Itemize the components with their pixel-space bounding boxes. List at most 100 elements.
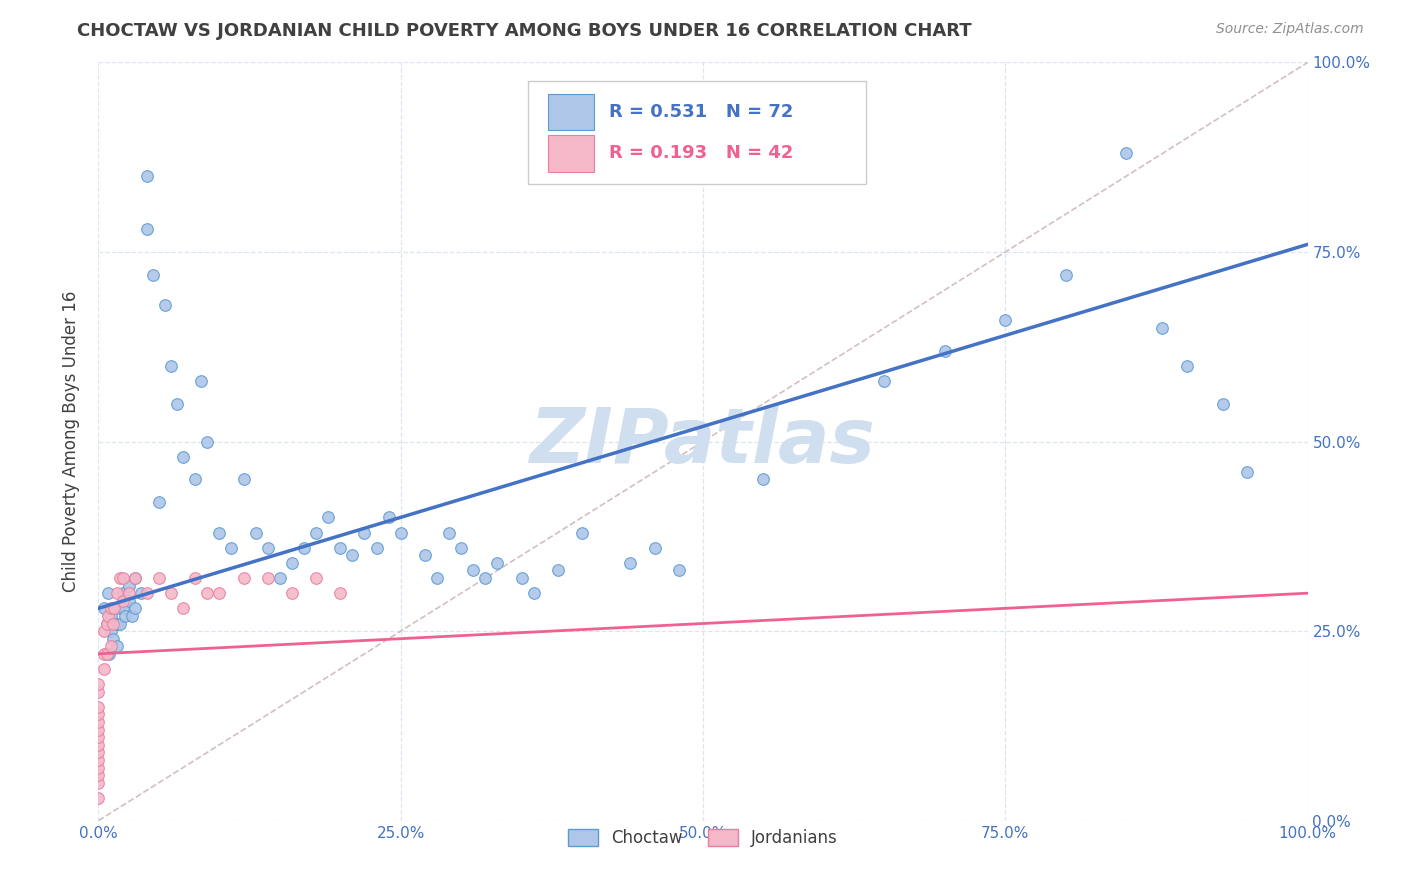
Point — [160, 359, 183, 373]
Point — [413, 548, 436, 563]
Point — [1115, 146, 1137, 161]
Point — [523, 586, 546, 600]
Point — [93, 662, 115, 676]
Point — [450, 541, 472, 555]
Point — [100, 601, 122, 615]
Point — [101, 632, 124, 646]
Point — [135, 169, 157, 184]
Point — [190, 374, 212, 388]
Point — [118, 579, 141, 593]
Point — [100, 639, 122, 653]
Point — [87, 746, 110, 760]
Point — [142, 268, 165, 282]
Point — [87, 699, 110, 714]
Point — [221, 541, 243, 555]
Point — [108, 571, 131, 585]
Point — [135, 586, 157, 600]
Point — [305, 525, 328, 540]
Point — [87, 715, 110, 730]
Point — [510, 571, 533, 585]
Text: R = 0.193   N = 42: R = 0.193 N = 42 — [609, 145, 793, 162]
Point — [87, 791, 110, 805]
Point — [87, 776, 110, 790]
Text: Source: ZipAtlas.com: Source: ZipAtlas.com — [1216, 22, 1364, 37]
Point — [619, 556, 641, 570]
Point — [668, 564, 690, 578]
Point — [111, 571, 134, 585]
FancyBboxPatch shape — [527, 81, 866, 184]
Point — [87, 753, 110, 767]
Point — [118, 594, 141, 608]
Point — [1212, 396, 1234, 410]
Point — [105, 586, 128, 600]
Point — [208, 586, 231, 600]
Point — [129, 586, 152, 600]
Point — [103, 601, 125, 615]
Point — [316, 510, 339, 524]
Point — [87, 677, 110, 691]
Point — [108, 616, 131, 631]
Point — [269, 571, 291, 585]
Y-axis label: Child Poverty Among Boys Under 16: Child Poverty Among Boys Under 16 — [62, 291, 80, 592]
Point — [105, 639, 128, 653]
FancyBboxPatch shape — [548, 136, 595, 171]
Point — [245, 525, 267, 540]
Point — [124, 571, 146, 585]
Point — [93, 601, 115, 615]
Point — [121, 608, 143, 623]
Point — [437, 525, 460, 540]
Point — [377, 510, 399, 524]
Point — [93, 624, 115, 639]
Point — [571, 525, 593, 540]
Point — [195, 586, 218, 600]
Point — [87, 738, 110, 752]
Point — [153, 298, 176, 312]
Point — [114, 608, 136, 623]
Text: R = 0.531   N = 72: R = 0.531 N = 72 — [609, 103, 793, 120]
Point — [873, 374, 896, 388]
Point — [105, 616, 128, 631]
Point — [111, 594, 134, 608]
Point — [366, 541, 388, 555]
Point — [87, 768, 110, 782]
Point — [644, 541, 666, 555]
Point — [329, 541, 352, 555]
Point — [160, 586, 183, 600]
Point — [195, 434, 218, 449]
Point — [87, 730, 110, 744]
Point — [353, 525, 375, 540]
Point — [426, 571, 449, 585]
Point — [96, 616, 118, 631]
Point — [281, 556, 304, 570]
Point — [1152, 320, 1174, 334]
Point — [148, 495, 170, 509]
Point — [135, 222, 157, 236]
Point — [93, 647, 115, 661]
Point — [87, 723, 110, 737]
Point — [97, 608, 120, 623]
Point — [172, 450, 194, 464]
Point — [1236, 465, 1258, 479]
Point — [97, 586, 120, 600]
Point — [184, 571, 207, 585]
Point — [752, 473, 775, 487]
Point — [108, 601, 131, 615]
Point — [172, 601, 194, 615]
Point — [111, 586, 134, 600]
Point — [87, 707, 110, 722]
Point — [101, 616, 124, 631]
Point — [124, 571, 146, 585]
Point — [184, 473, 207, 487]
Point — [1175, 359, 1198, 373]
Point — [232, 473, 254, 487]
Point — [389, 525, 412, 540]
Point — [342, 548, 364, 563]
Point — [124, 601, 146, 615]
Point — [292, 541, 315, 555]
Point — [305, 571, 328, 585]
Point — [100, 608, 122, 623]
Point — [148, 571, 170, 585]
Point — [934, 343, 956, 358]
Point — [166, 396, 188, 410]
Point — [329, 586, 352, 600]
